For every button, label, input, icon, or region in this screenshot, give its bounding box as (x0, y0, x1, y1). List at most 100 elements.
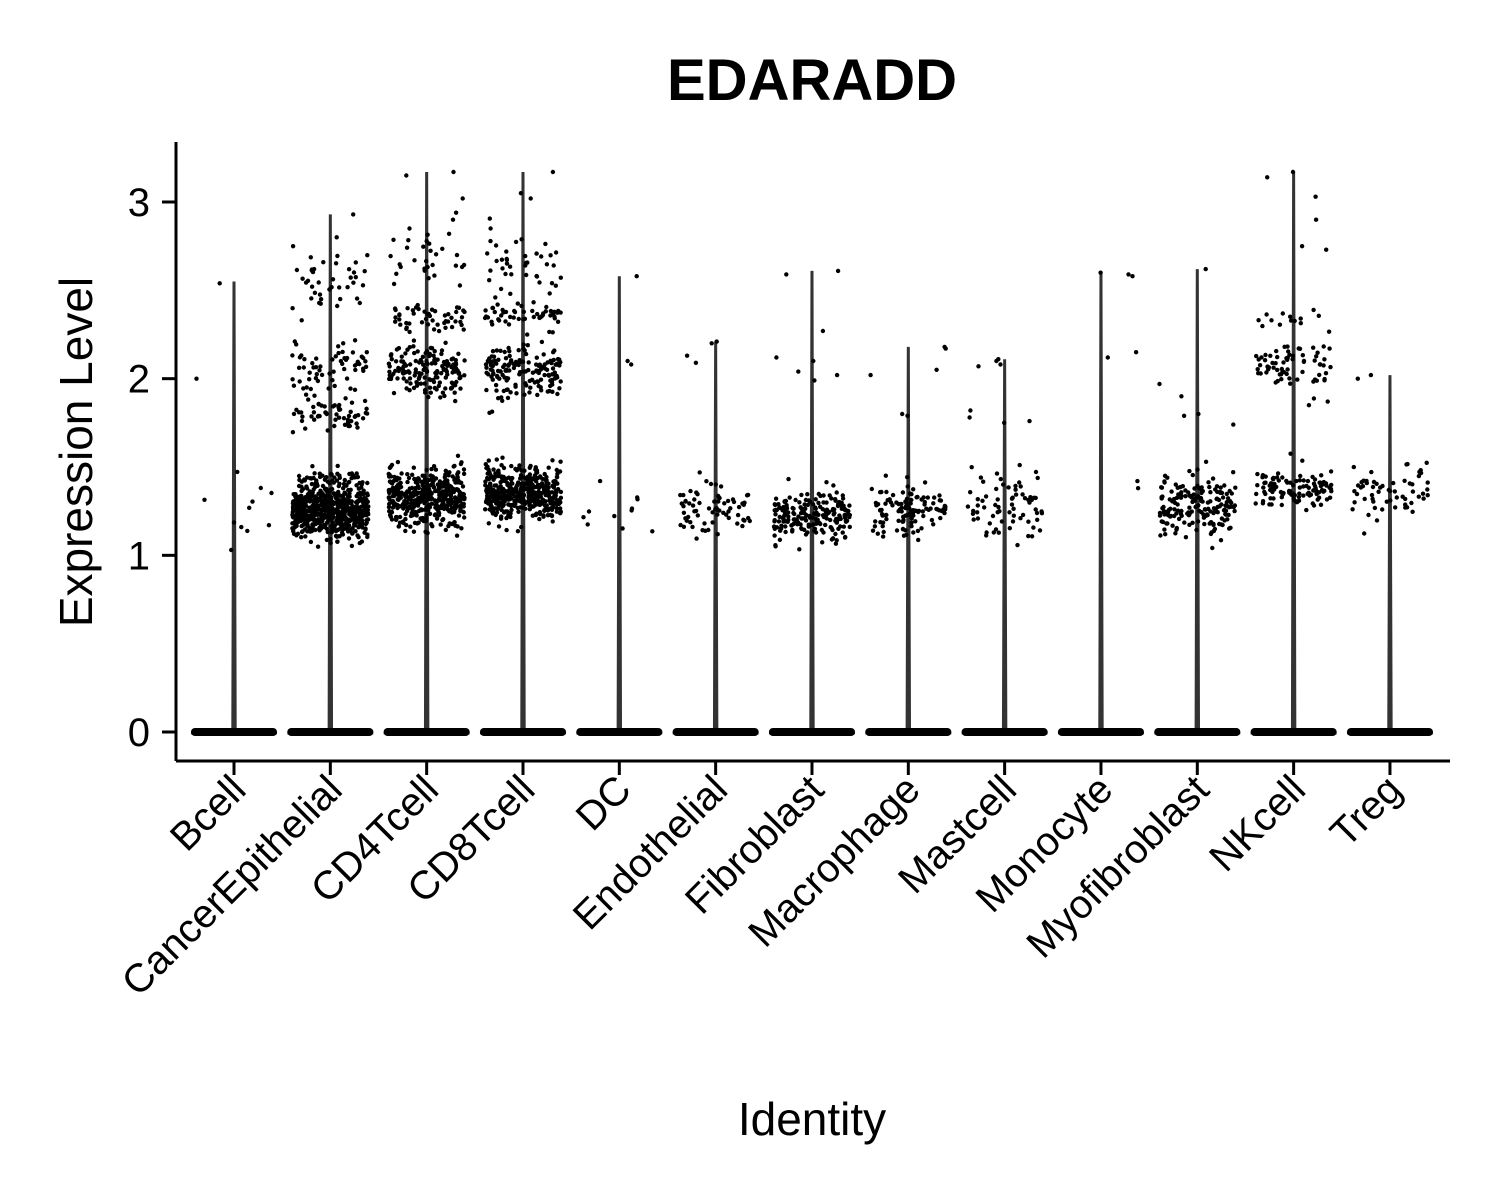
data-point (433, 505, 438, 510)
data-point (486, 458, 491, 463)
data-point (1190, 472, 1196, 478)
data-point (318, 364, 323, 369)
data-point (505, 482, 510, 488)
data-point (304, 385, 309, 390)
data-point (1272, 487, 1277, 492)
data-point (447, 470, 452, 475)
data-point (435, 322, 440, 327)
data-point (1208, 490, 1213, 495)
data-point (330, 378, 335, 383)
data-point (351, 280, 356, 285)
data-point (336, 344, 341, 349)
data-point (335, 463, 340, 469)
data-point (887, 497, 892, 502)
data-point (1256, 318, 1261, 323)
data-point (534, 274, 540, 279)
data-point (840, 496, 846, 501)
data-point (516, 509, 521, 514)
data-point (535, 311, 540, 317)
data-point (491, 371, 496, 376)
data-point (518, 495, 523, 500)
data-point (524, 272, 529, 278)
data-point (443, 319, 448, 324)
data-point (725, 498, 731, 504)
data-point (537, 362, 542, 367)
data-point (527, 390, 532, 395)
data-point (1393, 505, 1398, 510)
data-point (342, 366, 347, 372)
data-point (542, 503, 548, 508)
data-point (493, 295, 498, 300)
data-point (458, 495, 464, 500)
data-point (1218, 485, 1223, 490)
data-point (318, 488, 323, 493)
data-point (229, 547, 234, 553)
data-point (302, 477, 307, 482)
data-point (458, 319, 463, 325)
data-point (332, 403, 337, 408)
data-point (328, 487, 333, 493)
data-point (784, 272, 789, 277)
data-point (499, 313, 504, 318)
data-point (558, 506, 563, 511)
data-point (346, 487, 351, 493)
data-point (310, 524, 315, 529)
data-point (545, 389, 550, 394)
data-point (427, 377, 432, 382)
data-point (420, 507, 425, 513)
data-point (429, 466, 434, 472)
data-point (1280, 475, 1285, 480)
violin-macrophage (865, 346, 952, 735)
data-point (833, 531, 838, 537)
data-point (290, 526, 295, 531)
data-point (519, 468, 524, 473)
data-point (1098, 270, 1103, 275)
data-point (356, 491, 361, 496)
data-point (411, 529, 417, 534)
data-point (269, 490, 274, 496)
data-point (1031, 525, 1036, 530)
data-point (1297, 491, 1302, 496)
data-point (900, 411, 905, 417)
data-point (456, 305, 462, 310)
data-point (1169, 489, 1174, 494)
data-point (1126, 272, 1131, 277)
data-point (483, 462, 488, 467)
data-point (336, 405, 341, 410)
data-point (346, 494, 351, 499)
data-point (300, 414, 305, 419)
data-point (422, 381, 427, 386)
data-point (493, 382, 499, 388)
data-point (422, 473, 427, 479)
data-point (877, 508, 883, 513)
data-point (344, 517, 349, 522)
data-point (343, 491, 348, 496)
data-point (998, 476, 1003, 482)
data-point (791, 510, 796, 516)
data-point (521, 369, 526, 374)
data-point (496, 357, 501, 362)
data-point (396, 486, 401, 492)
data-point (388, 474, 394, 479)
data-point (503, 271, 508, 277)
data-point (428, 390, 433, 395)
data-point (931, 522, 936, 527)
data-point (353, 367, 358, 373)
data-point (456, 351, 461, 356)
data-point (1295, 377, 1300, 382)
data-point (434, 499, 440, 504)
data-point (411, 338, 417, 343)
data-point (1203, 459, 1209, 464)
data-point (330, 506, 335, 511)
data-point (909, 497, 914, 503)
data-point (1018, 516, 1023, 521)
data-point (1210, 476, 1216, 481)
data-point (883, 501, 888, 506)
data-point (1039, 511, 1045, 516)
data-point (508, 514, 513, 520)
data-point (401, 376, 406, 381)
data-point (352, 387, 358, 392)
data-point (1181, 413, 1187, 418)
data-point (524, 486, 529, 491)
data-point (431, 327, 437, 332)
